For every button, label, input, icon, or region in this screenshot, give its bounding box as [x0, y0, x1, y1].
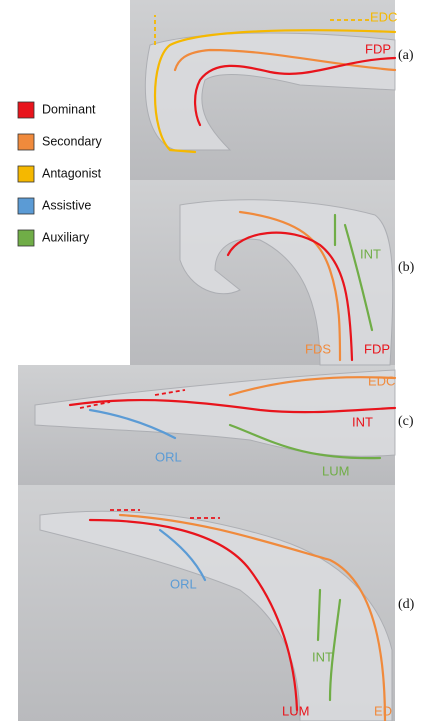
panel-label: (b) — [398, 260, 415, 275]
legend: Dominant Secondary Antagonist Assistive Auxi… — [18, 102, 103, 246]
figure: EDC FDP INT FDS FDP EDC INT ORL LUM ORL … — [0, 0, 445, 721]
annotation: INT — [312, 649, 333, 664]
annotation: ORL — [170, 576, 197, 591]
panel-label: (a) — [398, 48, 414, 63]
annotation: FDS — [305, 341, 331, 356]
panel-label: (d) — [398, 597, 415, 612]
page: {"legend": [ {"label": "Dominant", "colo… — [0, 0, 445, 721]
annotation: INT — [360, 246, 381, 261]
legend-swatch — [18, 102, 34, 118]
legend-swatch — [18, 166, 34, 182]
annotation: FDP — [365, 41, 391, 56]
legend-swatch — [18, 230, 34, 246]
annotation: LUM — [322, 463, 349, 478]
annotation: ED — [374, 703, 392, 718]
annotation: EDC — [370, 9, 397, 24]
legend-label: Secondary — [42, 134, 103, 148]
annotation: INT — [352, 414, 373, 429]
annotation: EDC — [368, 373, 395, 388]
annotation: FDP — [364, 341, 390, 356]
annotation: ORL — [155, 449, 182, 464]
panel-label: (c) — [398, 414, 414, 429]
annotation: LUM — [282, 703, 309, 718]
legend-label: Dominant — [42, 102, 96, 116]
legend-label: Assistive — [42, 198, 91, 212]
legend-swatch — [18, 134, 34, 150]
legend-label: Auxiliary — [42, 230, 90, 244]
legend-label: Antagonist — [42, 166, 102, 180]
legend-swatch — [18, 198, 34, 214]
